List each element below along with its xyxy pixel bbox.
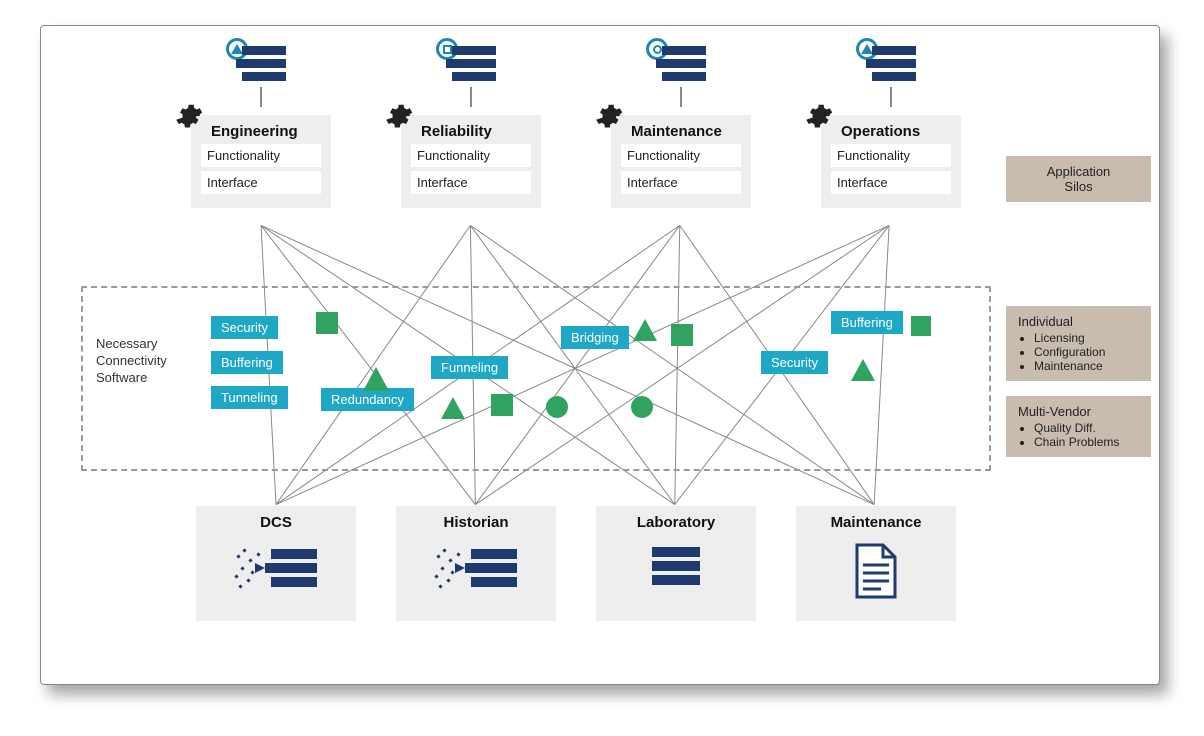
- silo-row: Interface: [621, 171, 741, 194]
- tag-tunneling: Tunneling: [211, 386, 288, 409]
- silo-operations: Operations Functionality Interface: [821, 46, 961, 208]
- tag-bridging: Bridging: [561, 326, 629, 349]
- silo-row: Functionality: [831, 144, 951, 167]
- bottom-maintenance: Maintenance: [796, 506, 956, 621]
- silo-row: Functionality: [411, 144, 531, 167]
- silo-title: Reliability: [421, 123, 535, 140]
- bars-icon: [656, 46, 706, 82]
- scatter-bars-icon: [200, 541, 352, 601]
- circle-shape: [546, 396, 568, 418]
- silo-row: Functionality: [621, 144, 741, 167]
- square-shape: [491, 394, 513, 416]
- silo-maintenance: Maintenance Functionality Interface: [611, 46, 751, 208]
- bottom-dcs: DCS: [196, 506, 356, 621]
- legend-multivendor: Multi-VendorQuality Diff.Chain Problems: [1006, 396, 1151, 457]
- silo-title: Engineering: [211, 123, 325, 140]
- silo-title: Operations: [841, 123, 955, 140]
- triangle-shape: [441, 394, 465, 419]
- triangle-shape: [363, 364, 389, 391]
- gear-icon: [593, 101, 623, 131]
- bars-icon: [600, 541, 752, 596]
- tag-security: Security: [761, 351, 828, 374]
- bars-icon: [866, 46, 916, 82]
- middle-label: NecessaryConnectivitySoftware: [96, 336, 167, 387]
- circle-shape: [631, 396, 653, 418]
- tag-redundancy: Redundancy: [321, 388, 414, 411]
- legend-individual: IndividualLicensingConfigurationMaintena…: [1006, 306, 1151, 381]
- bars-icon: [446, 46, 496, 82]
- silo-reliability: Reliability Functionality Interface: [401, 46, 541, 208]
- tag-funneling: Funneling: [431, 356, 508, 379]
- gear-icon: [803, 101, 833, 131]
- gear-icon: [383, 101, 413, 131]
- silo-row: Interface: [411, 171, 531, 194]
- square-shape: [316, 312, 338, 334]
- bars-icon: [236, 46, 286, 82]
- square-shape: [911, 316, 931, 336]
- bottom-laboratory: Laboratory: [596, 506, 756, 621]
- triangle-shape: [633, 316, 657, 341]
- gear-icon: [173, 101, 203, 131]
- doc-icon: [800, 541, 952, 606]
- silo-engineering: Engineering Functionality Interface: [191, 46, 331, 208]
- silo-row: Interface: [831, 171, 951, 194]
- scatter-bars-icon: [400, 541, 552, 601]
- silo-title: Maintenance: [631, 123, 745, 140]
- diagram-frame: Engineering Functionality Interface Relia…: [40, 25, 1160, 685]
- square-shape: [671, 324, 693, 346]
- tag-buffering: Buffering: [831, 311, 903, 334]
- triangle-shape: [851, 356, 875, 381]
- legend-application-silos: ApplicationSilos: [1006, 156, 1151, 202]
- tag-security: Security: [211, 316, 278, 339]
- silo-row: Interface: [201, 171, 321, 194]
- silo-row: Functionality: [201, 144, 321, 167]
- tag-buffering: Buffering: [211, 351, 283, 374]
- bottom-historian: Historian: [396, 506, 556, 621]
